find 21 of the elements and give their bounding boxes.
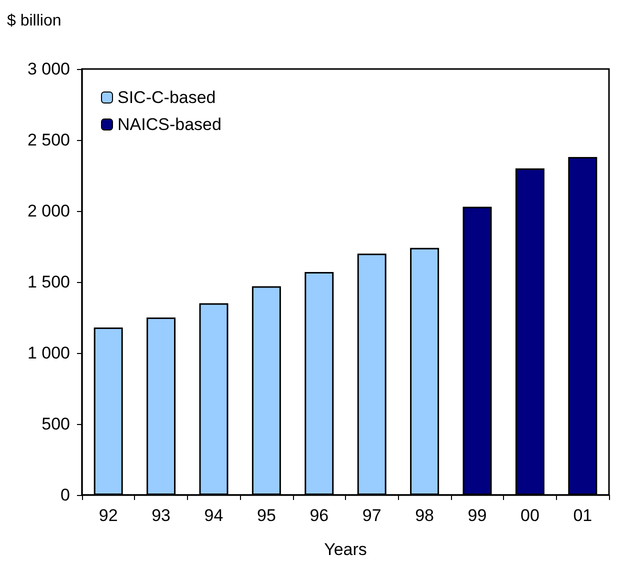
x-tick-label: 01	[573, 506, 592, 525]
x-tick-label: 96	[310, 506, 329, 525]
y-axis-title: $ billion	[7, 12, 62, 30]
x-tick-label: 94	[204, 506, 224, 525]
y-tick-label: 500	[42, 414, 70, 434]
y-tick-label: 0	[60, 486, 70, 504]
y-tick-label: 2 500	[27, 130, 70, 150]
y-tick-label: 1 000	[27, 344, 70, 362]
y-tick-label: 3 000	[27, 60, 70, 78]
x-tick-label: 99	[468, 506, 487, 525]
legend-label: SIC-C-based	[118, 88, 216, 107]
x-tick-label: 98	[415, 506, 434, 525]
y-tick-label: 2 000	[27, 202, 70, 220]
y-tick-label: 1 500	[27, 272, 70, 292]
legend-label: NAICS-based	[118, 115, 222, 134]
x-tick-label: 95	[256, 506, 276, 525]
x-axis-title: Years	[324, 540, 367, 559]
x-tick-label: 92	[98, 506, 118, 525]
x-tick-label: 00	[520, 506, 540, 525]
x-tick-label: 97	[362, 506, 382, 525]
x-tick-label: 93	[152, 506, 171, 525]
